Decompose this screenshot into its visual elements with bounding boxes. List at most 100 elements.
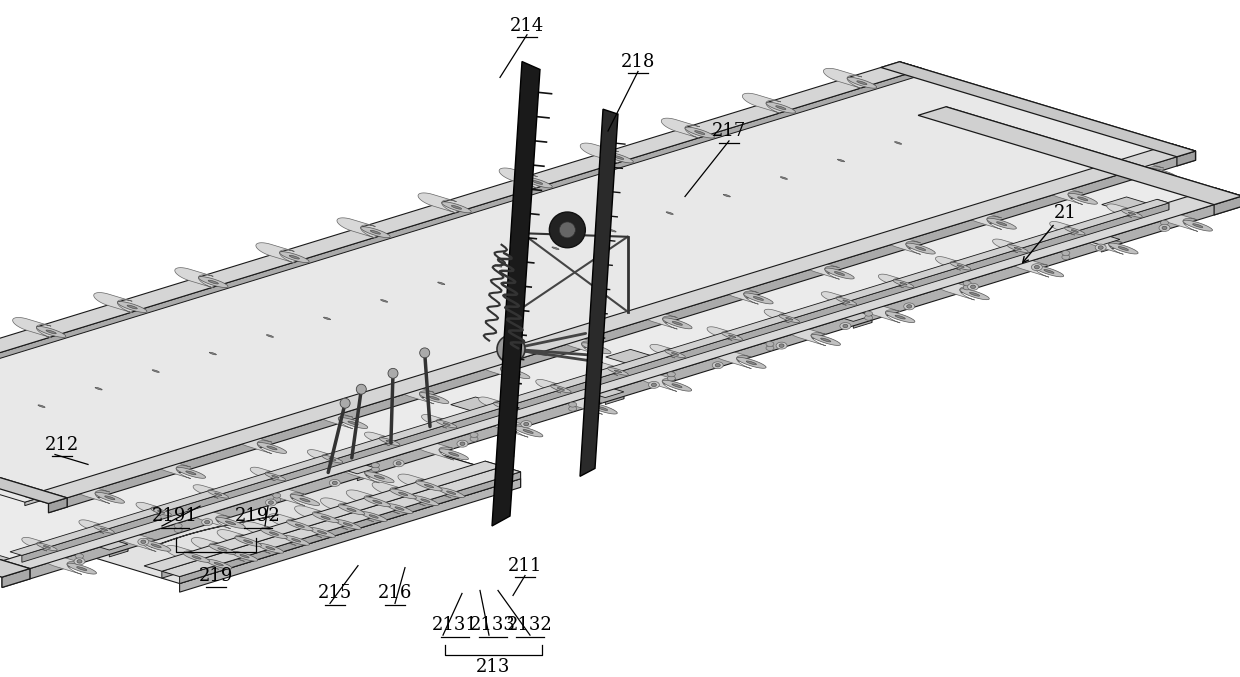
Circle shape: [559, 222, 575, 238]
Polygon shape: [801, 259, 839, 280]
Ellipse shape: [332, 481, 337, 485]
Polygon shape: [1157, 211, 1198, 232]
Polygon shape: [823, 68, 862, 89]
Ellipse shape: [273, 497, 280, 502]
Polygon shape: [926, 130, 937, 140]
Polygon shape: [279, 252, 309, 263]
Polygon shape: [418, 193, 456, 213]
Polygon shape: [900, 282, 908, 285]
Ellipse shape: [904, 303, 915, 310]
Polygon shape: [308, 450, 332, 463]
Polygon shape: [857, 81, 867, 85]
Polygon shape: [37, 543, 57, 551]
Polygon shape: [666, 212, 673, 215]
Polygon shape: [321, 516, 330, 519]
Polygon shape: [370, 515, 378, 518]
Polygon shape: [438, 487, 465, 498]
Polygon shape: [331, 278, 372, 299]
Ellipse shape: [273, 493, 280, 498]
Polygon shape: [605, 349, 667, 368]
Polygon shape: [243, 540, 253, 543]
Ellipse shape: [1161, 220, 1168, 225]
Ellipse shape: [839, 322, 851, 330]
Polygon shape: [144, 461, 503, 571]
Polygon shape: [0, 130, 937, 485]
Polygon shape: [361, 512, 387, 521]
Polygon shape: [105, 538, 128, 551]
Polygon shape: [424, 484, 434, 487]
Ellipse shape: [1034, 265, 1039, 269]
Polygon shape: [811, 334, 841, 345]
Polygon shape: [151, 544, 161, 548]
Polygon shape: [0, 403, 15, 414]
Polygon shape: [343, 523, 352, 526]
Polygon shape: [115, 531, 156, 552]
Polygon shape: [22, 538, 47, 551]
Polygon shape: [36, 326, 66, 337]
Polygon shape: [33, 370, 74, 391]
Polygon shape: [785, 325, 826, 346]
Polygon shape: [583, 385, 624, 397]
Polygon shape: [190, 508, 231, 529]
Polygon shape: [516, 246, 526, 250]
Polygon shape: [322, 456, 342, 463]
Polygon shape: [234, 537, 262, 546]
Polygon shape: [882, 234, 920, 255]
Polygon shape: [340, 504, 373, 522]
Ellipse shape: [1162, 226, 1167, 230]
Polygon shape: [339, 418, 368, 429]
Polygon shape: [272, 475, 279, 478]
Polygon shape: [412, 496, 439, 506]
Polygon shape: [185, 551, 218, 569]
Polygon shape: [10, 199, 1169, 555]
Text: 211: 211: [508, 556, 542, 575]
Text: 2131: 2131: [432, 616, 477, 634]
Polygon shape: [804, 151, 833, 162]
Polygon shape: [243, 522, 274, 539]
Polygon shape: [320, 498, 351, 515]
Polygon shape: [286, 521, 312, 531]
Ellipse shape: [202, 519, 212, 525]
Polygon shape: [439, 449, 469, 460]
Polygon shape: [878, 274, 904, 288]
Ellipse shape: [766, 345, 774, 351]
Polygon shape: [180, 479, 521, 592]
Ellipse shape: [776, 342, 787, 349]
Polygon shape: [317, 531, 326, 534]
Polygon shape: [558, 334, 596, 354]
Polygon shape: [1172, 144, 1195, 160]
Polygon shape: [479, 397, 503, 410]
Polygon shape: [662, 380, 692, 391]
Ellipse shape: [906, 305, 911, 308]
Polygon shape: [314, 512, 348, 529]
Polygon shape: [264, 485, 305, 506]
Polygon shape: [1101, 240, 1120, 252]
Polygon shape: [1008, 256, 1049, 277]
Polygon shape: [77, 567, 87, 571]
Polygon shape: [262, 527, 296, 546]
Polygon shape: [104, 496, 115, 500]
Polygon shape: [405, 255, 446, 277]
Polygon shape: [997, 222, 1007, 225]
Polygon shape: [899, 62, 1195, 160]
Polygon shape: [337, 218, 376, 238]
Polygon shape: [365, 432, 389, 445]
Polygon shape: [151, 515, 278, 547]
Polygon shape: [144, 360, 154, 364]
Ellipse shape: [269, 501, 274, 504]
Ellipse shape: [963, 285, 971, 290]
Polygon shape: [43, 546, 51, 548]
Ellipse shape: [77, 560, 82, 563]
Polygon shape: [489, 262, 508, 269]
Polygon shape: [593, 362, 618, 376]
Polygon shape: [198, 277, 228, 288]
Polygon shape: [1068, 194, 1097, 204]
Ellipse shape: [963, 281, 971, 286]
Polygon shape: [546, 244, 565, 252]
Polygon shape: [0, 194, 1215, 580]
Polygon shape: [41, 553, 82, 574]
Polygon shape: [1128, 212, 1136, 215]
Polygon shape: [476, 359, 515, 379]
Polygon shape: [774, 174, 794, 182]
Ellipse shape: [372, 467, 379, 472]
